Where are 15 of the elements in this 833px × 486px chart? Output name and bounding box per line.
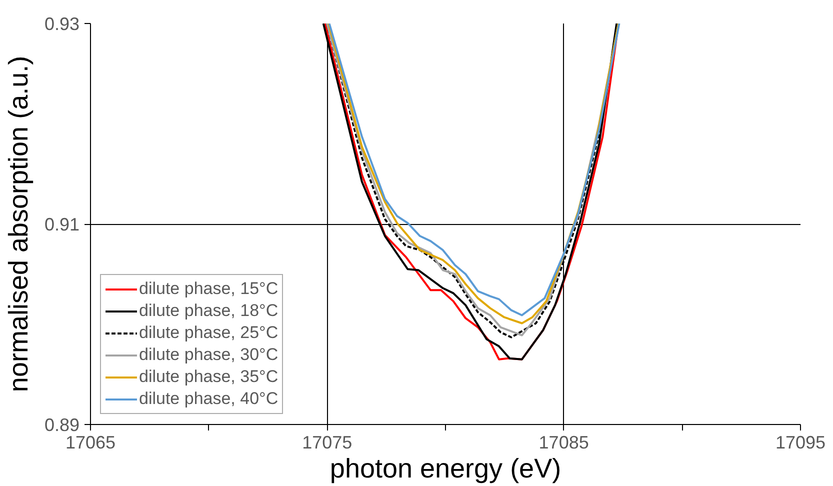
x-tick-label: 17085 (538, 432, 589, 452)
legend-label: dilute phase, 18°C (139, 301, 278, 321)
legend-label: dilute phase, 35°C (139, 367, 278, 387)
y-axis-title: normalised absorption (a.u.) (3, 56, 34, 392)
legend-label: dilute phase, 30°C (139, 345, 278, 365)
legend-label: dilute phase, 40°C (139, 389, 278, 409)
y-tick-label: 0.93 (44, 14, 80, 34)
legend-label: dilute phase, 15°C (139, 279, 278, 299)
x-axis-title: photon energy (eV) (330, 454, 562, 484)
y-tick-label: 0.89 (44, 415, 80, 435)
x-tick-label: 17075 (302, 432, 352, 452)
y-tick-label: 0.91 (44, 214, 80, 234)
legend-label: dilute phase, 25°C (139, 323, 278, 343)
x-tick-label: 17065 (65, 432, 116, 452)
x-tick-label: 17095 (775, 432, 826, 452)
